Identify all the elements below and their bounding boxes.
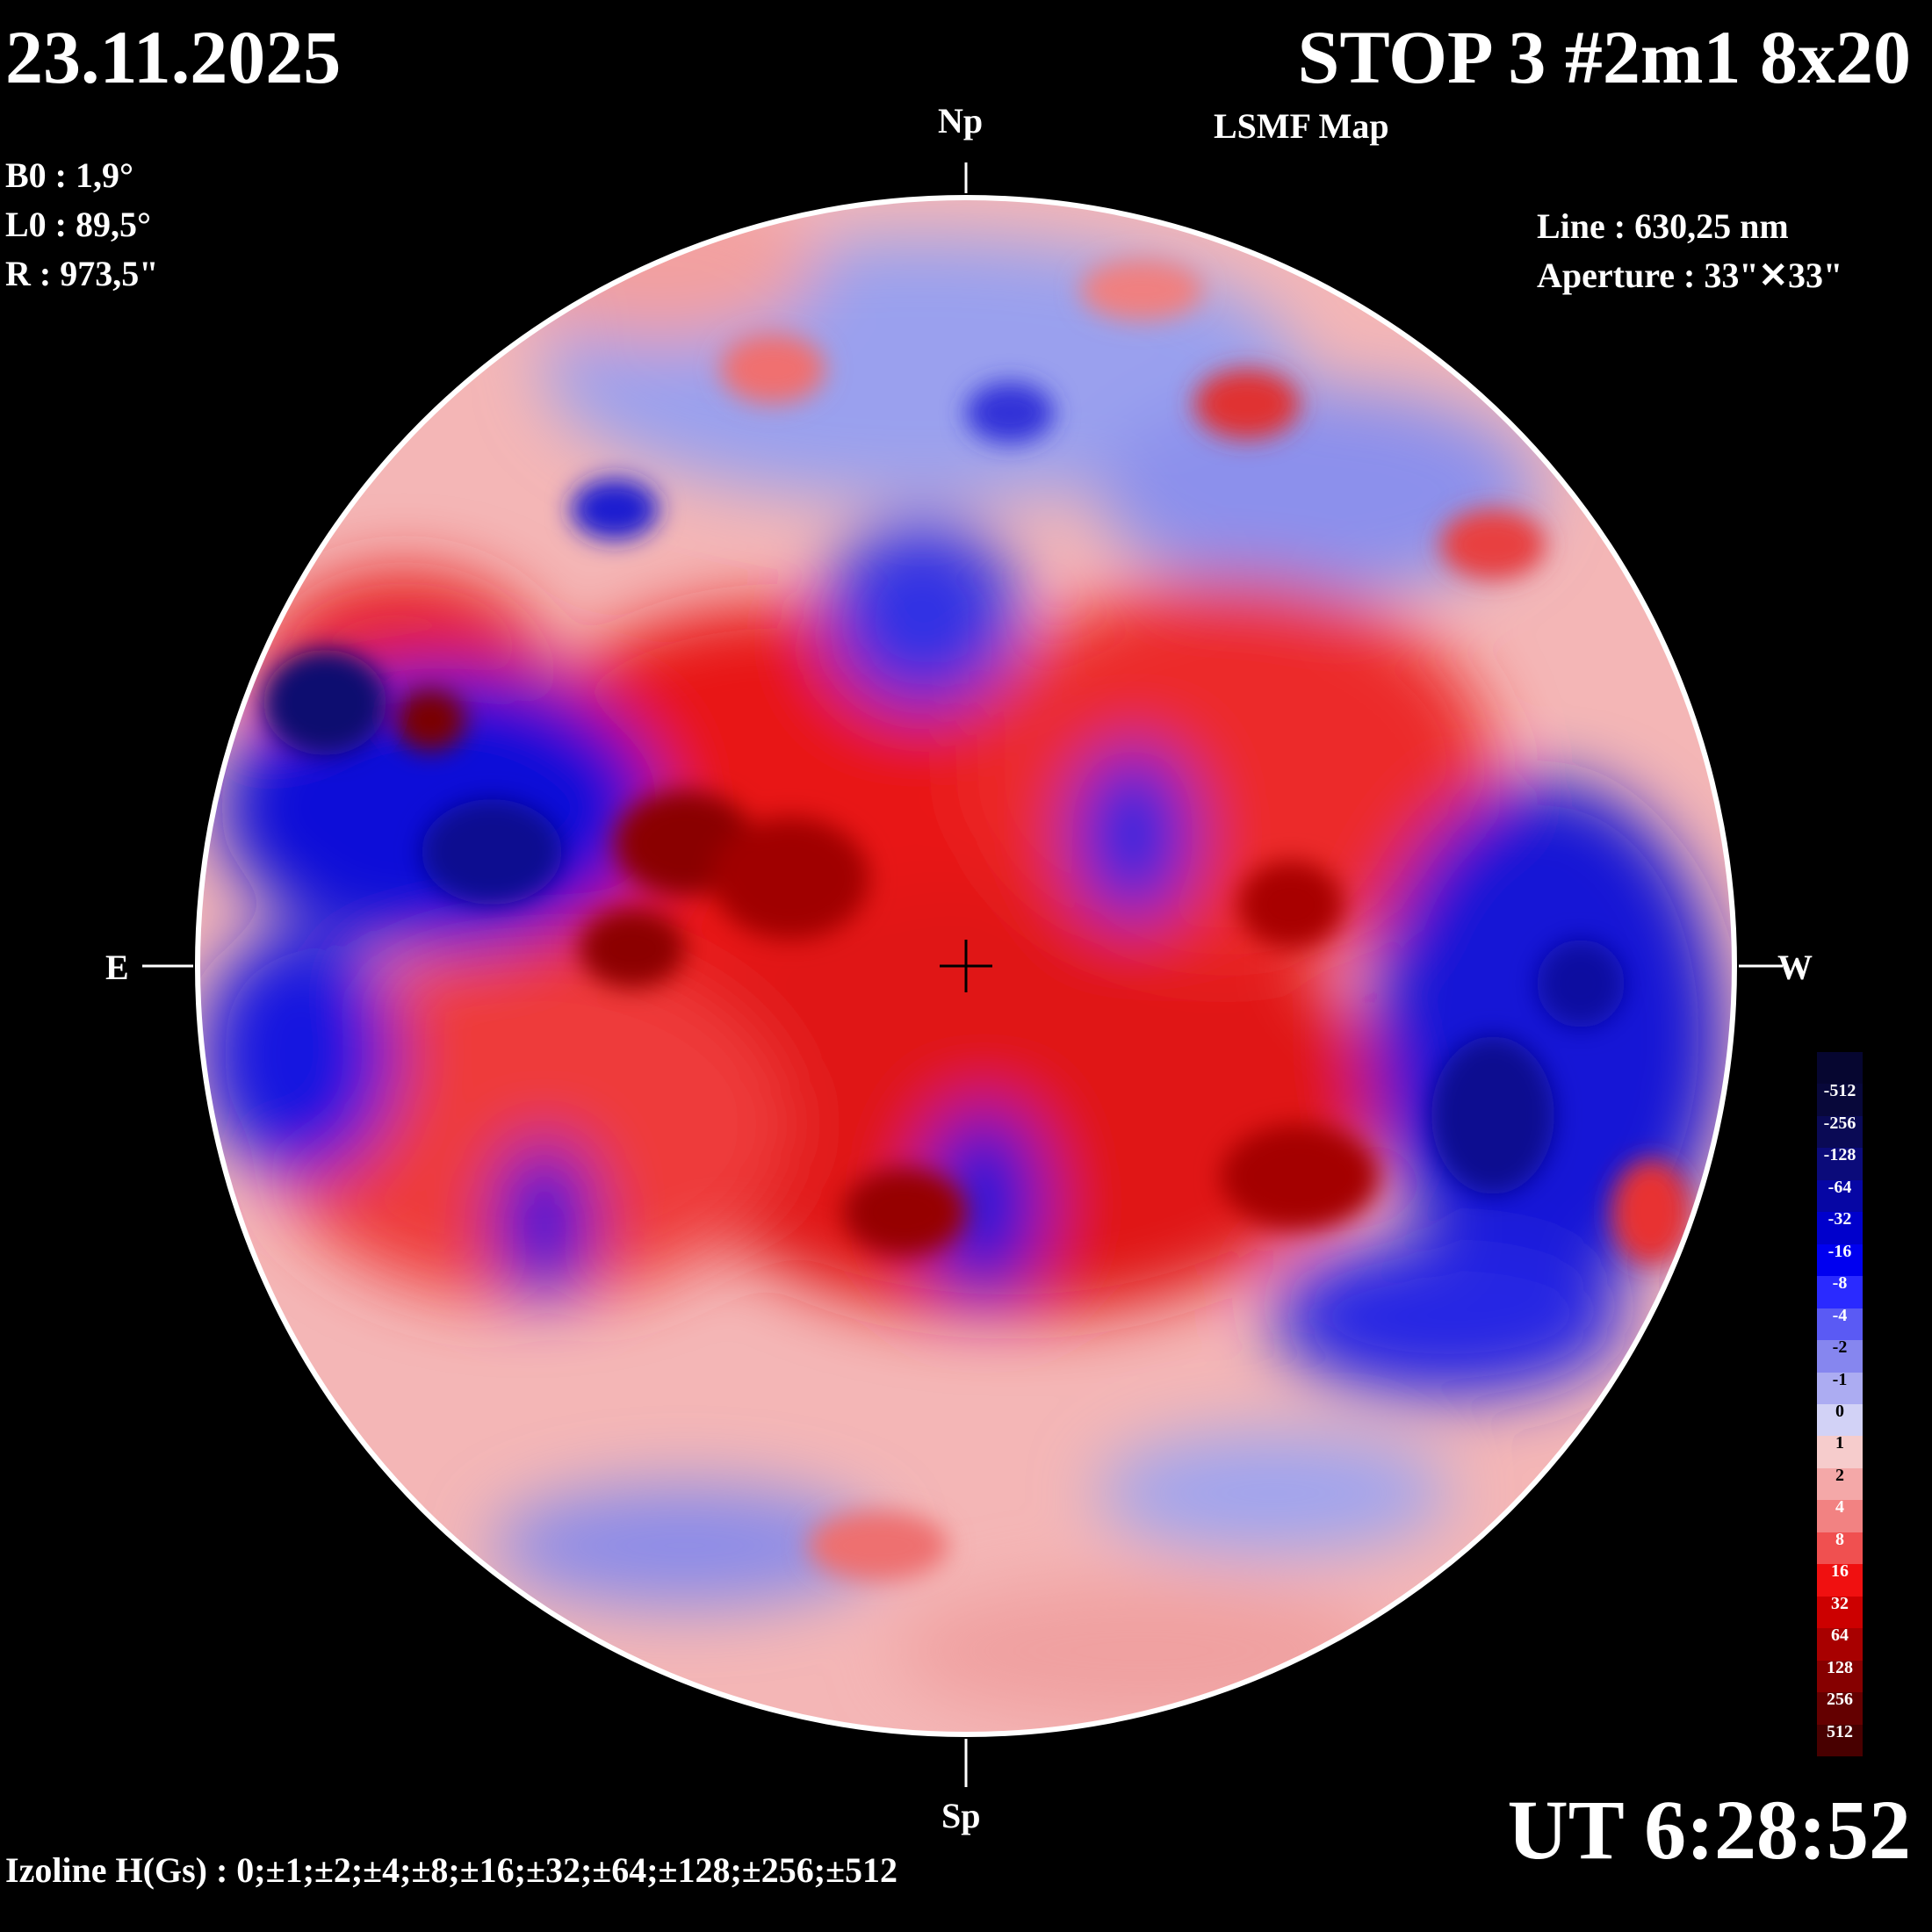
legend-swatch xyxy=(1817,1724,1863,1757)
west-label: W xyxy=(1777,948,1813,987)
south-label: Sp xyxy=(941,1796,981,1835)
legend-swatch xyxy=(1817,1596,1863,1629)
legend-label: 512 xyxy=(1827,1721,1853,1741)
legend-swatch xyxy=(1817,1084,1863,1117)
param-r: R : 973,5" xyxy=(5,254,159,293)
legend-swatch xyxy=(1817,1276,1863,1309)
legend-swatch xyxy=(1817,1115,1863,1149)
legend-swatch xyxy=(1817,1467,1863,1501)
legend-label: -32 xyxy=(1827,1209,1852,1229)
disk-limb xyxy=(195,195,1737,1737)
north-label: Np xyxy=(938,101,984,141)
legend-label: -2 xyxy=(1832,1337,1848,1358)
legend-swatch xyxy=(1817,1564,1863,1597)
isoline-levels: Izoline H(Gs) : 0;±1;±2;±4;±8;±16;±32;±6… xyxy=(5,1850,898,1890)
legend-swatch xyxy=(1817,1660,1863,1693)
legend-swatch xyxy=(1817,1436,1863,1469)
legend-swatch xyxy=(1817,1372,1863,1405)
legend-label: -128 xyxy=(1823,1145,1856,1165)
legend-label: 32 xyxy=(1831,1593,1849,1613)
legend-swatch xyxy=(1817,1179,1863,1213)
legend-label: 1 xyxy=(1835,1433,1844,1453)
legend-swatch xyxy=(1817,1212,1863,1245)
legend-swatch xyxy=(1817,1308,1863,1341)
east-label: E xyxy=(105,948,129,987)
legend-label: 8 xyxy=(1835,1529,1844,1549)
legend-label: -256 xyxy=(1823,1113,1856,1133)
legend-swatch xyxy=(1817,1148,1863,1181)
legend-label: 256 xyxy=(1827,1690,1853,1710)
legend-label: 16 xyxy=(1831,1561,1849,1582)
legend-label: 4 xyxy=(1835,1497,1844,1517)
legend-label: -4 xyxy=(1832,1305,1848,1325)
line-wavelength: Line : 630,25 nm xyxy=(1537,206,1789,246)
legend-swatch xyxy=(1817,1500,1863,1533)
legend-swatch xyxy=(1817,1404,1863,1437)
legend-label: 64 xyxy=(1831,1626,1849,1646)
ut-time: UT 6:28:52 xyxy=(1507,1783,1911,1877)
legend-swatch xyxy=(1817,1244,1863,1277)
center-crosshair xyxy=(940,940,992,992)
legend-label: -512 xyxy=(1823,1081,1856,1101)
legend-swatch xyxy=(1817,1628,1863,1662)
color-legend xyxy=(1817,1052,1863,1757)
param-l0: L0 : 89,5° xyxy=(5,205,151,244)
legend-label: 0 xyxy=(1835,1402,1844,1421)
legend-label: -8 xyxy=(1832,1273,1848,1294)
legend-label: 128 xyxy=(1827,1657,1853,1677)
legend-swatch xyxy=(1817,1692,1863,1726)
observation-date: 23.11.2025 xyxy=(5,15,342,99)
legend-label: -16 xyxy=(1827,1241,1852,1261)
legend-swatch xyxy=(1817,1052,1863,1085)
legend-label: -1 xyxy=(1832,1369,1848,1389)
legend-label: 2 xyxy=(1835,1465,1844,1485)
aperture: Aperture : 33"✕33" xyxy=(1537,256,1843,295)
map-subtitle: LSMF Map xyxy=(1214,106,1389,146)
legend-label: -64 xyxy=(1827,1177,1852,1197)
legend-swatch xyxy=(1817,1340,1863,1373)
param-b0: B0 : 1,9° xyxy=(5,155,133,195)
map-title: STOP 3 #2m1 8x20 xyxy=(1297,15,1911,99)
legend-swatch xyxy=(1817,1532,1863,1565)
